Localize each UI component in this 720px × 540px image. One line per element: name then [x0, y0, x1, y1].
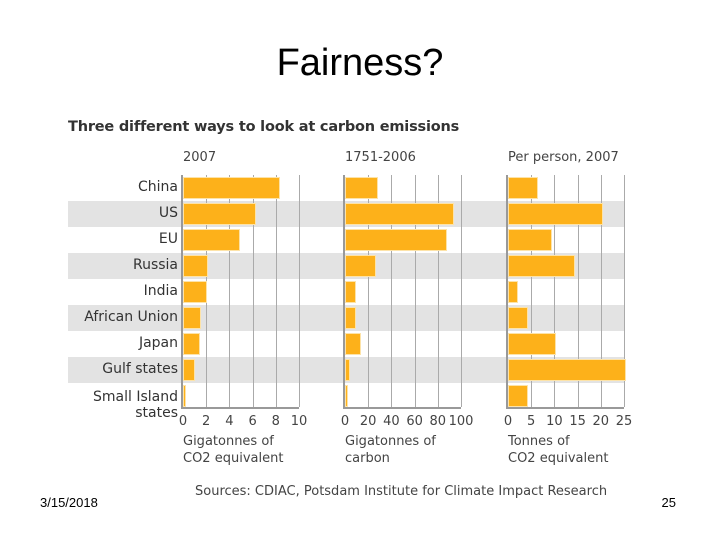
axis-tick: 20: [592, 414, 610, 429]
gridline: [461, 175, 462, 407]
axis-label: Gigatonnes of carbon: [345, 434, 436, 466]
category-label: Small Island states: [93, 389, 178, 421]
axis-tick: 4: [225, 414, 234, 429]
gridline: [252, 175, 254, 407]
bar-panel: [343, 175, 462, 409]
bar: [346, 230, 446, 250]
axis-tick: 0: [178, 414, 188, 429]
chart-title: Three different ways to look at carbon e…: [68, 119, 460, 135]
axis-tick: 100: [448, 414, 474, 429]
axis-tick: 5: [527, 414, 536, 429]
footer-date: 3/15/2018: [40, 495, 98, 510]
gridline: [368, 175, 370, 407]
bar: [509, 256, 574, 276]
bar: [509, 178, 537, 198]
gridline: [414, 175, 416, 407]
panel-heading: Per person, 2007: [508, 150, 619, 165]
category-label: US: [158, 205, 178, 221]
bar: [184, 256, 208, 276]
bar: [184, 308, 201, 328]
gridline: [437, 175, 439, 407]
gridline: [275, 175, 277, 407]
axis-tick: 2: [202, 414, 211, 429]
bar: [184, 230, 239, 250]
gridline: [600, 175, 602, 407]
axis-tick: 20: [359, 414, 377, 429]
page-number: 25: [661, 495, 676, 510]
bar: [346, 204, 453, 224]
axis-tick: 40: [383, 414, 400, 429]
axis-tick: 25: [615, 414, 633, 429]
category-label: African Union: [84, 309, 178, 325]
gridline: [299, 175, 300, 407]
category-label: Gulf states: [102, 361, 178, 377]
axis-tick: 10: [290, 414, 308, 429]
bar: [346, 360, 350, 380]
axis-tick: 60: [406, 414, 423, 429]
bar: [346, 178, 378, 198]
bar: [184, 282, 207, 302]
bar: [184, 204, 255, 224]
bar-panel: [181, 175, 300, 409]
bar: [184, 360, 195, 380]
category-label: China: [138, 179, 178, 195]
bar: [346, 386, 347, 406]
axis-tick: 6: [248, 414, 257, 429]
axis-tick: 0: [340, 414, 350, 429]
slide-title: Fairness?: [276, 42, 444, 84]
panel-heading: 2007: [183, 150, 217, 165]
panel-heading: 1751-2006: [345, 150, 416, 165]
axis-tick: 0: [503, 414, 513, 429]
bar: [346, 334, 360, 354]
bar: [346, 282, 356, 302]
bar: [184, 334, 200, 354]
chart-source: Sources: CDIAC, Potsdam Institute for Cl…: [195, 484, 608, 499]
bar: [346, 308, 356, 328]
bar: [184, 386, 186, 406]
axis-tick: 15: [569, 414, 586, 429]
bar: [509, 334, 556, 354]
axis-tick: 10: [546, 414, 563, 429]
category-label: Japan: [138, 335, 178, 351]
gridline: [531, 175, 533, 407]
gridline: [577, 175, 579, 407]
gridline: [554, 175, 556, 407]
gridline: [206, 175, 208, 407]
bar: [509, 282, 517, 302]
gridline: [229, 175, 231, 407]
category-label: Russia: [132, 257, 178, 273]
category-label: EU: [158, 231, 178, 247]
bar: [346, 256, 375, 276]
axis-label: Gigatonnes of CO2 equivalent: [183, 434, 284, 466]
category-label: India: [143, 283, 178, 299]
gridline: [391, 175, 393, 407]
bar-panel: [506, 175, 625, 409]
axis-label: Tonnes of CO2 equivalent: [508, 434, 609, 466]
bar: [509, 230, 551, 250]
bar: [509, 204, 602, 224]
gridline: [624, 175, 625, 407]
bar: [184, 178, 280, 198]
axis-tick: 8: [271, 414, 280, 429]
axis-tick: 80: [429, 414, 447, 429]
bar: [509, 386, 527, 406]
bar: [509, 308, 527, 328]
bar: [509, 360, 625, 380]
